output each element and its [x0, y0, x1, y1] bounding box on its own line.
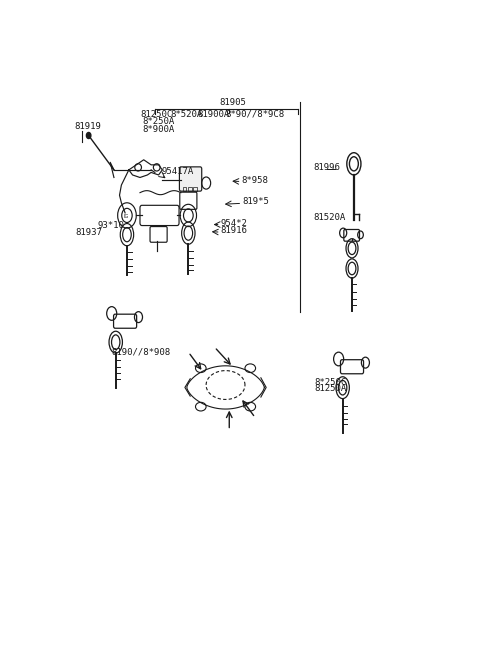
- Text: 81250C: 81250C: [140, 110, 172, 119]
- Text: 8190//8*908: 8190//8*908: [111, 348, 170, 357]
- Text: 81919: 81919: [74, 122, 101, 131]
- Text: 81900A: 81900A: [198, 110, 230, 119]
- Bar: [183, 187, 186, 191]
- Text: 81905: 81905: [219, 98, 246, 107]
- Bar: [193, 187, 197, 191]
- Text: 8*958: 8*958: [241, 175, 268, 185]
- Text: 8*250C: 8*250C: [315, 378, 347, 387]
- Text: 95417A: 95417A: [161, 167, 193, 176]
- Bar: [188, 187, 192, 191]
- Text: 81916: 81916: [221, 226, 248, 235]
- Text: 8*520A: 8*520A: [170, 110, 203, 119]
- Text: 81996: 81996: [313, 163, 340, 172]
- Text: 8*900A: 8*900A: [143, 125, 175, 134]
- Text: 819*5: 819*5: [242, 197, 269, 206]
- Text: IG: IG: [124, 214, 129, 219]
- Text: 8*90//8*9C8: 8*90//8*9C8: [225, 110, 284, 119]
- Text: 81520A: 81520A: [313, 214, 345, 223]
- Text: 81250A: 81250A: [315, 384, 347, 394]
- Polygon shape: [129, 160, 162, 177]
- Text: 81937: 81937: [76, 228, 103, 237]
- Text: 93*10: 93*10: [97, 221, 124, 229]
- Circle shape: [86, 133, 91, 139]
- Text: 954*2: 954*2: [221, 219, 248, 227]
- FancyBboxPatch shape: [180, 167, 202, 191]
- Text: 8*250A: 8*250A: [143, 118, 175, 126]
